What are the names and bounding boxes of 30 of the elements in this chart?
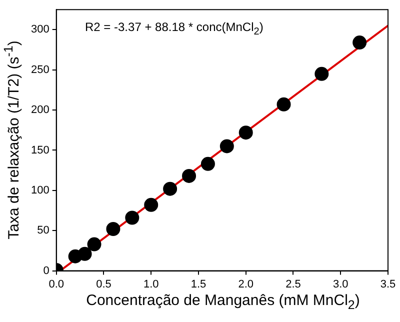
- point: [144, 198, 158, 212]
- point: [238, 126, 253, 140]
- point: [182, 168, 196, 183]
- x-tick-label: 2.0: [238, 278, 254, 290]
- y-tick-label: 200: [30, 104, 50, 116]
- point: [276, 97, 291, 112]
- point: [78, 246, 92, 261]
- point: [352, 36, 367, 50]
- point: [125, 210, 140, 225]
- y-tick-label: 300: [30, 24, 50, 36]
- y-tick-label: 50: [37, 224, 50, 237]
- annotation: R2 = -3.37 + 88.18 * conc(MnCl$_{2}$): [85, 20, 264, 38]
- y-tick-label: 0: [43, 264, 50, 277]
- y-tick-label: 150: [30, 144, 50, 156]
- point: [106, 222, 120, 236]
- x-tick-label: 1.0: [143, 278, 159, 290]
- x-tick-label: 2.5: [286, 278, 301, 290]
- point: [220, 139, 234, 154]
- x-tick-label: 1.5: [190, 278, 206, 290]
- point: [163, 182, 178, 196]
- y-tick-label: 100: [30, 184, 50, 196]
- x-tick-label: 3.5: [380, 278, 396, 290]
- x-axis-title: Concentração de Manganês (mM MnCl$_{2}$): [85, 292, 361, 312]
- x-tick-label: 0.0: [48, 278, 64, 290]
- x-tick-label: 0.5: [96, 278, 112, 290]
- point: [200, 156, 215, 171]
- x-tick-label: 3.0: [332, 278, 348, 290]
- point: [314, 66, 329, 81]
- y-tick-label: 250: [30, 64, 50, 76]
- point: [87, 237, 102, 252]
